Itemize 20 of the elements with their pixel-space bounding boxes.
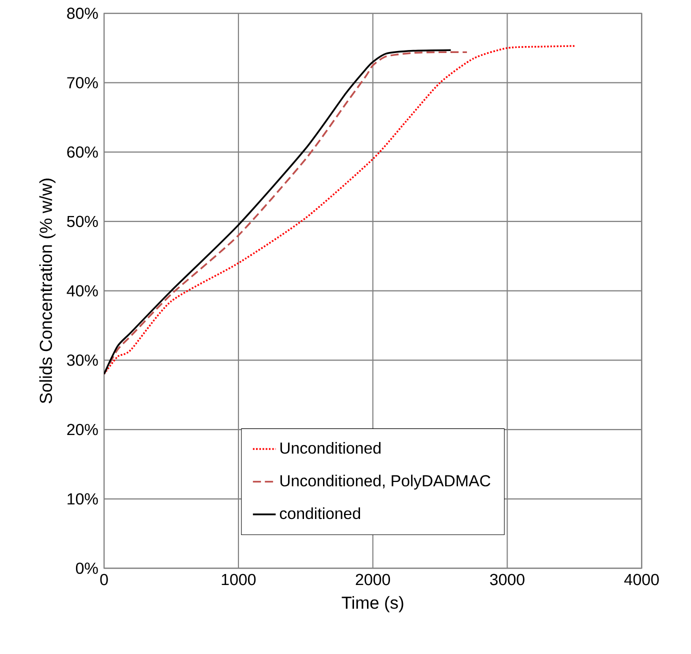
y-tick-label: 10% xyxy=(68,493,98,505)
y-axis-title: Solids Concentration (% w/w) xyxy=(39,178,56,404)
x-tick-label: 2000 xyxy=(356,574,390,586)
y-tick-label: 50% xyxy=(67,216,98,228)
y-tick-label: 0% xyxy=(76,562,98,574)
legend-label: conditioned xyxy=(280,508,360,520)
y-tick-label: 30% xyxy=(67,354,98,366)
y-tick-label: 70% xyxy=(67,77,98,89)
x-axis-title: Time (s) xyxy=(342,596,404,612)
line-series xyxy=(104,45,576,376)
legend-label: Unconditioned, PolyDADMAC xyxy=(280,474,490,490)
y-tick-label: 60% xyxy=(67,146,98,158)
y-tick-label: 20% xyxy=(67,424,98,436)
x-tick-label: 1000 xyxy=(222,574,256,586)
legend-label: Unconditioned xyxy=(280,442,381,454)
x-tick-label: 3000 xyxy=(490,574,524,586)
y-tick-label: 40% xyxy=(66,285,98,297)
y-tick-label: 80% xyxy=(67,8,98,20)
x-tick-label: 0 xyxy=(100,574,108,586)
x-tick-label: 4000 xyxy=(624,574,659,586)
